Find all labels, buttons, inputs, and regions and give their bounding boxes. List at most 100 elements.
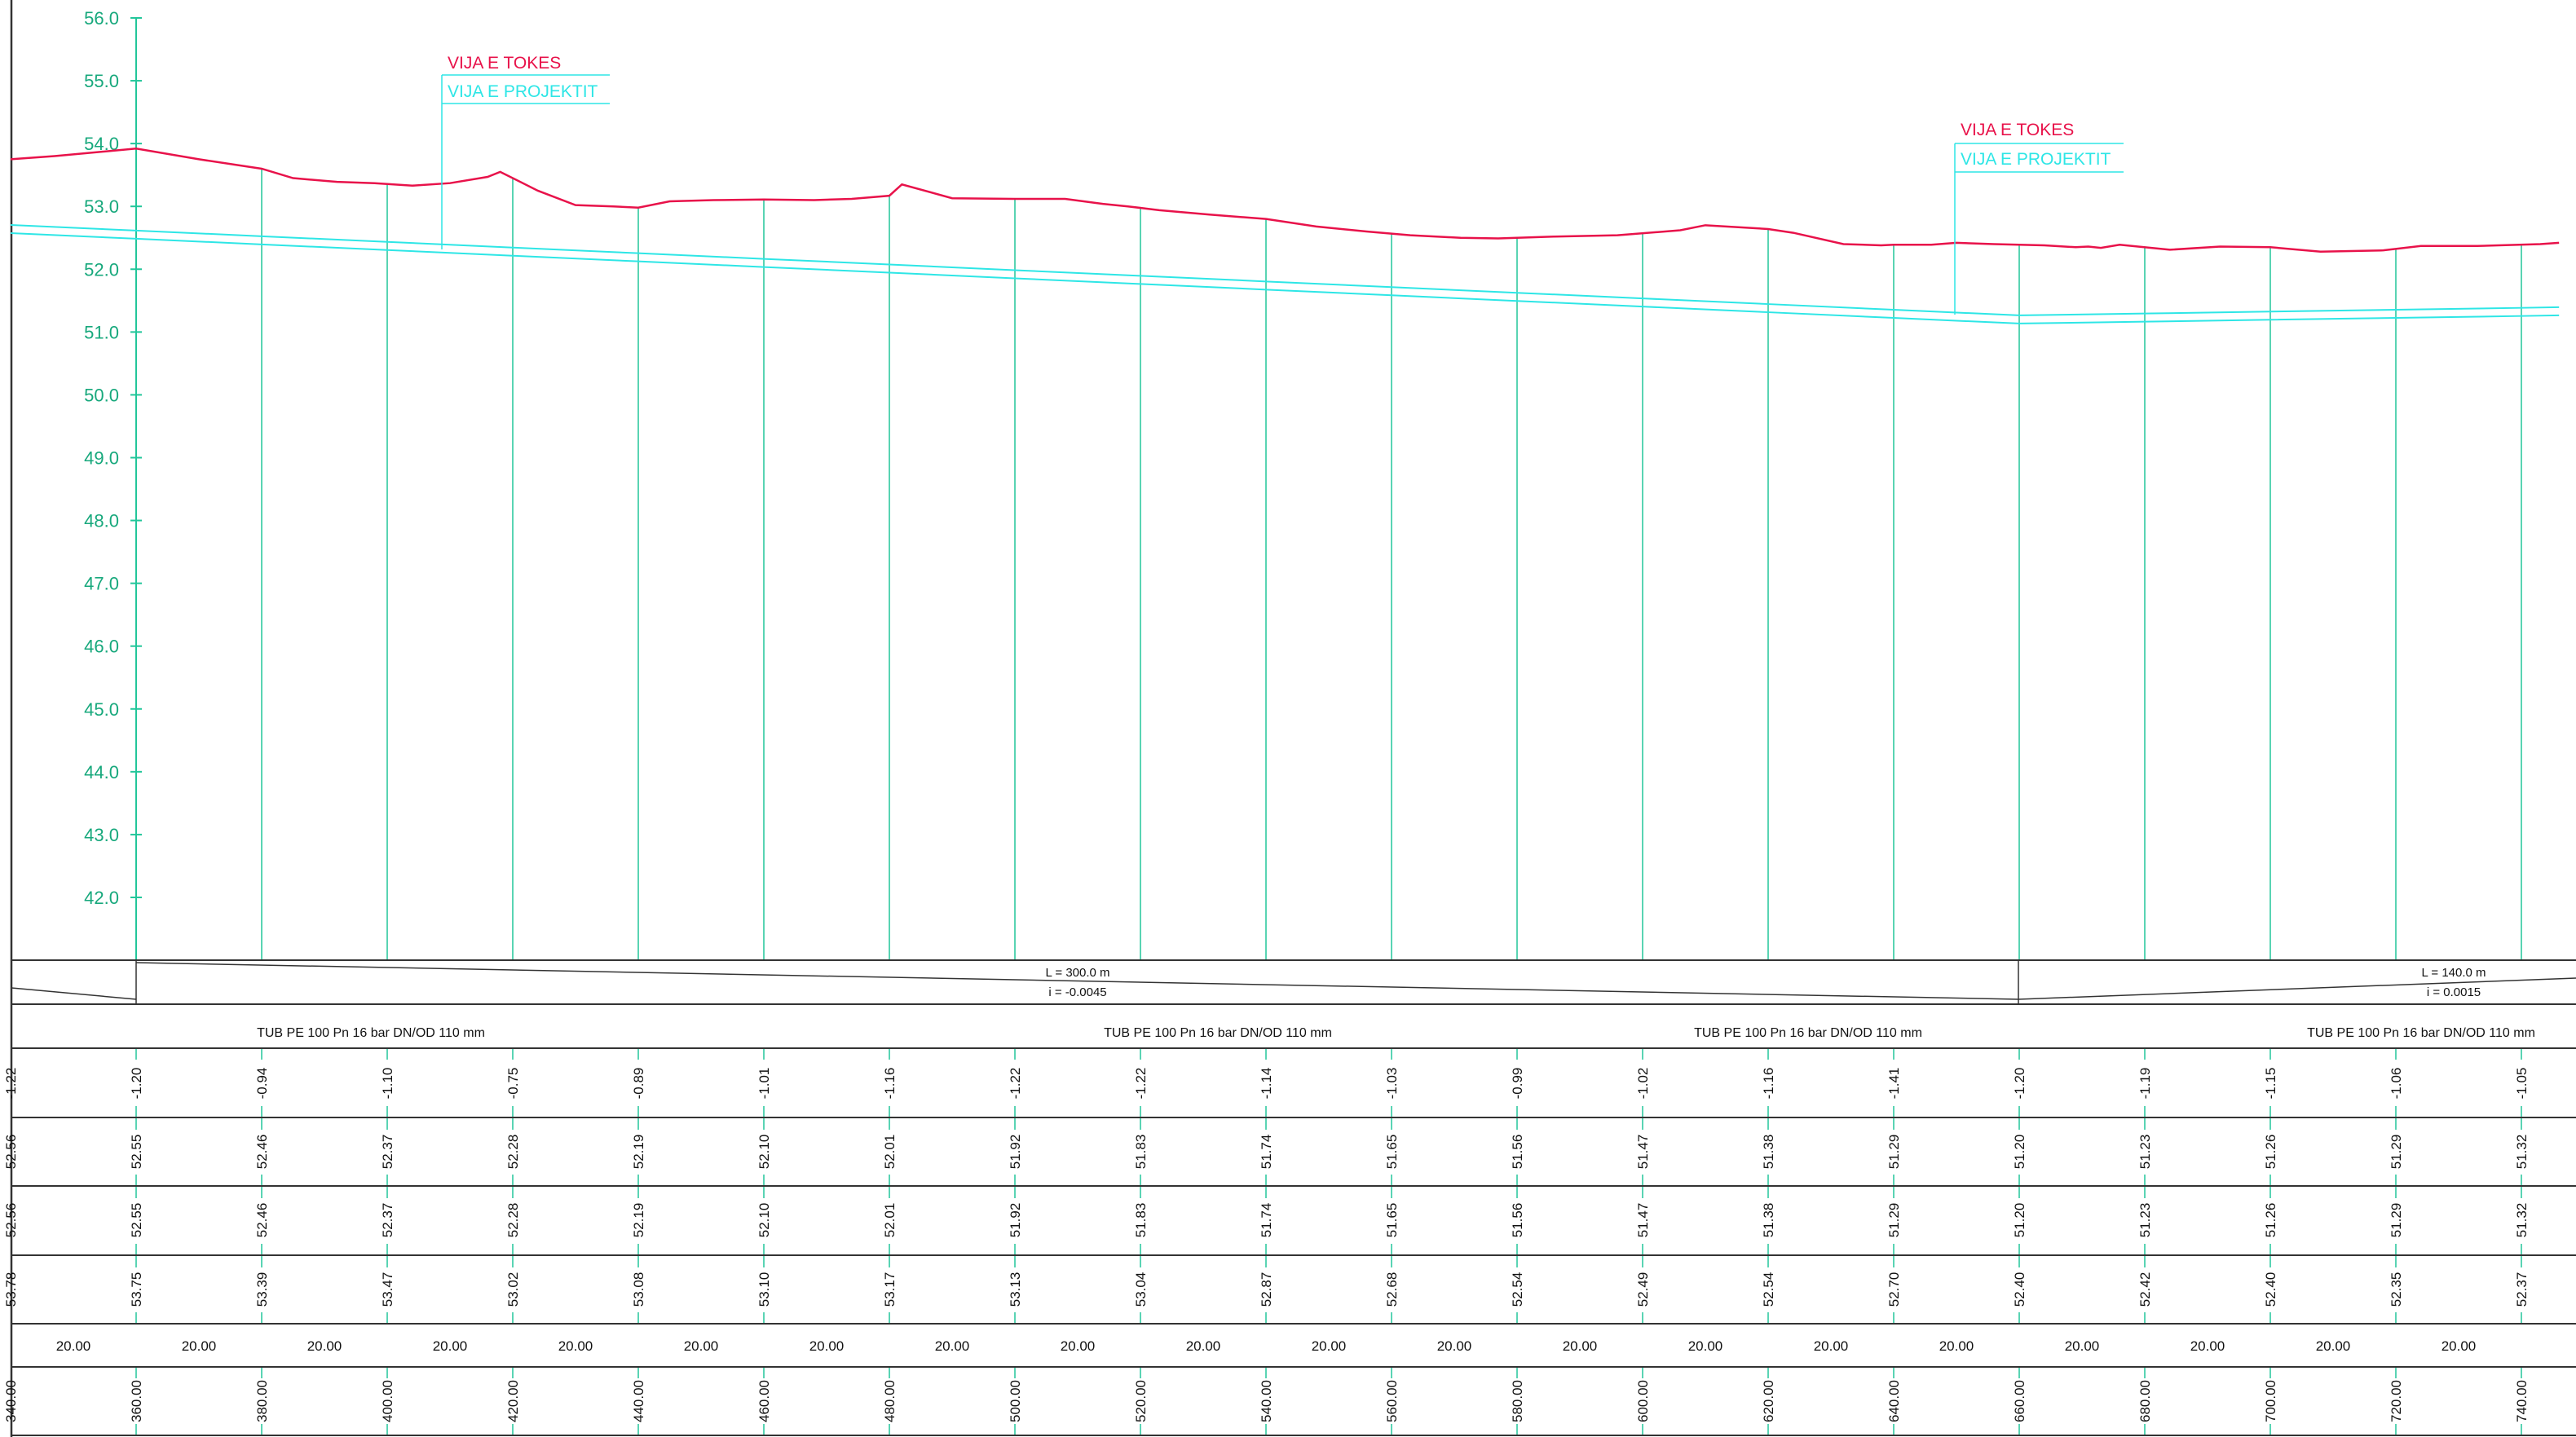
table-cell-spacing: 20.00 [182,1338,217,1354]
elevation-tick-label: 53.0 [84,196,119,217]
table-cell-depth: -0.94 [254,1068,270,1100]
table-cell-spacing: 20.00 [2316,1338,2351,1354]
table-cell-depth: -1.02 [1635,1068,1651,1100]
table-cell-depth: -1.22 [1133,1068,1149,1100]
table-cell-pipe: 51.56 [1510,1203,1525,1238]
table-cell-spacing: 20.00 [2065,1338,2100,1354]
terrain-line-label-2: VIJA E TOKES [1961,121,2074,139]
pipe-type-label: TUB PE 100 Pn 16 bar DN/OD 110 mm [257,1026,485,1040]
table-cell-chainage: 480.00 [882,1380,898,1422]
table-cell-pipe: 51.65 [1384,1203,1400,1238]
table-cell-invert: 52.01 [882,1135,898,1170]
table-cell-pipe: 51.32 [2514,1203,2530,1238]
table-cell-pipe: 52.28 [505,1203,521,1238]
table-cell-spacing: 20.00 [1563,1338,1598,1354]
table-cell-invert: 51.83 [1133,1135,1149,1170]
segment-length-2: L = 140.0 m [2421,966,2486,980]
elevation-tick-label: 52.0 [84,259,119,280]
elevation-tick-label: 45.0 [84,699,119,720]
table-cell-spacing: 20.00 [1061,1338,1096,1354]
table-cell-terrain: 53.04 [1133,1272,1149,1307]
table-cell-chainage: 620.00 [1761,1380,1776,1422]
table-cell-terrain: 53.10 [756,1272,772,1307]
pipe-type-label: TUB PE 100 Pn 16 bar DN/OD 110 mm [1104,1026,1332,1040]
table-cell-invert: 52.10 [756,1135,772,1170]
table-cell-pipe: 52.19 [631,1203,646,1238]
table-cell-spacing: 20.00 [1312,1338,1347,1354]
table-cell-spacing: 20.00 [1814,1338,1849,1354]
table-cell-chainage: 580.00 [1510,1380,1525,1422]
table-cell-invert: 52.56 [3,1135,19,1170]
table-cell-invert: 51.56 [1510,1135,1525,1170]
table-cell-invert: 51.26 [2263,1135,2278,1170]
pipe-line-label-1: VIJA E PROJEKTIT [448,82,598,101]
elevation-tick-label: 47.0 [84,574,119,594]
table-cell-chainage: 460.00 [756,1380,772,1422]
table-cell-spacing: 20.00 [1939,1338,1974,1354]
elevation-tick-label: 56.0 [84,8,119,29]
table-cell-pipe: 51.20 [2012,1203,2027,1238]
table-cell-pipe: 52.56 [3,1203,19,1238]
table-cell-invert: 52.55 [129,1135,144,1170]
table-cell-invert: 52.28 [505,1135,521,1170]
elevation-tick-label: 43.0 [84,825,119,845]
table-cell-chainage: 540.00 [1259,1380,1274,1422]
table-cell-spacing: 20.00 [1186,1338,1221,1354]
table-cell-chainage: 440.00 [631,1380,646,1422]
table-cell-chainage: 340.00 [3,1380,19,1422]
table-cell-pipe: 51.74 [1259,1203,1274,1238]
elevation-tick-label: 42.0 [84,888,119,908]
table-cell-spacing: 20.00 [809,1338,845,1354]
table-cell-depth: -1.22 [1008,1068,1023,1100]
terrain-line-label-1: VIJA E TOKES [448,54,561,73]
elevation-ticks: 56.055.054.053.052.051.050.049.048.047.0… [84,8,142,908]
table-cell-depth: -1.16 [1761,1068,1776,1100]
table-cell-pipe: 51.23 [2137,1203,2153,1238]
segment-slope-2: i = 0.0015 [2427,985,2481,999]
table-cell-chainage: 560.00 [1384,1380,1400,1422]
table-cell-chainage: 400.00 [380,1380,395,1422]
table-cell-terrain: 52.87 [1259,1272,1274,1307]
table-cell-terrain: 53.39 [254,1272,270,1307]
table-cell-chainage: 720.00 [2389,1380,2404,1422]
table-cell-terrain: 52.68 [1384,1272,1400,1307]
table-cell-spacing: 20.00 [1688,1338,1723,1354]
table-cell-depth: -1.20 [2012,1068,2027,1100]
table-cell-terrain: 52.40 [2263,1272,2278,1307]
table-cell-invert: 51.65 [1384,1135,1400,1170]
table-cell-chainage: 360.00 [129,1380,144,1422]
slope-line-seg1 [135,962,2019,1000]
table-cell-pipe: 52.37 [380,1203,395,1238]
table-cell-pipe: 52.10 [756,1203,772,1238]
table-cell-depth: -1.06 [2389,1068,2404,1100]
table-cell-spacing: 20.00 [2441,1338,2477,1354]
table-cell-depth: -1.41 [1886,1068,1902,1100]
table-cell-invert: 51.20 [2012,1135,2027,1170]
pipe-line-bottom [10,231,2560,324]
table-cell-invert: 52.37 [380,1135,395,1170]
table-cell-chainage: 380.00 [254,1380,270,1422]
table-cell-invert: 51.29 [1886,1135,1902,1170]
line-labels-right: VIJA E TOKES VIJA E PROJEKTIT [1954,121,2124,315]
table-cell-depth: -1.15 [2263,1068,2278,1100]
segment-length-1: L = 300.0 m [1045,966,1109,980]
table-cell-chainage: 700.00 [2263,1380,2278,1422]
slope-line-seg2 [2018,977,2576,1000]
table-cell-spacing: 20.00 [56,1338,91,1354]
table-cell-depth: -0.75 [505,1068,521,1100]
table-cell-terrain: 52.37 [2514,1272,2530,1307]
table-cell-terrain: 53.13 [1008,1272,1023,1307]
table-cell-chainage: 600.00 [1635,1380,1651,1422]
table-cell-pipe: 51.83 [1133,1203,1149,1238]
pipe-line-label-2: VIJA E PROJEKTIT [1961,150,2111,169]
elevation-tick-label: 55.0 [84,71,119,91]
table-cell-terrain: 52.35 [2389,1272,2404,1307]
elevation-tick-label: 44.0 [84,762,119,782]
table-cell-pipe: 51.26 [2263,1203,2278,1238]
pipe-type-label: TUB PE 100 Pn 16 bar DN/OD 110 mm [1694,1026,1922,1040]
terrain-line [10,148,2560,253]
table-cell-terrain: 52.40 [2012,1272,2027,1307]
table-cell-terrain: 52.54 [1761,1272,1776,1307]
